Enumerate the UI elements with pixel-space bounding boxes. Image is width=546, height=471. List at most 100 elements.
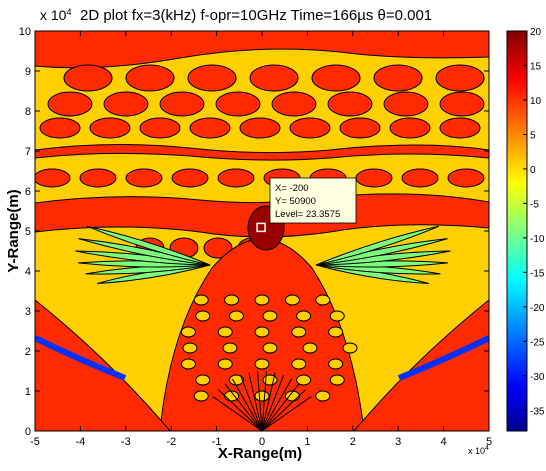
lattice-cell [296,374,312,386]
colorbar-tick-label: -25 [530,337,545,348]
lattice-cell [302,342,318,354]
origin-ray [248,372,263,431]
lattice-cell [329,374,345,386]
origin-ray [261,389,306,431]
datatip-marker[interactable] [256,222,266,233]
origin-ray [261,378,293,431]
datatip-box [269,177,357,224]
x-tick-label: -5 [30,436,40,448]
colorbar-tick-label: 20 [530,27,542,38]
lattice-cell [180,326,196,338]
red-blob [401,168,439,188]
red-blob [103,91,149,117]
y-tick-label: 9 [25,66,31,78]
inner-lattice [180,294,358,402]
origin-ray [261,372,276,431]
colorbar-tick-label: 5 [530,130,536,141]
y-tick-label: 8 [25,106,31,118]
colorbar-ticks: 20 15 10 5 0 -5 -10 -15 -20 -25 -30 -35 [523,27,545,417]
red-blob [187,64,237,92]
lattice-cell [228,310,244,322]
red-blob [125,168,163,188]
datatip[interactable]: X= -200 Y= 50900 Level= 23.3575 [256,177,357,233]
origin-rays [212,371,312,431]
origin-ray [261,383,300,431]
red-blob [439,91,485,117]
red-blob [159,91,205,117]
red-blob [271,91,317,117]
lattice-cell [224,294,240,306]
x-tick-label: -2 [166,436,176,448]
red-blob [339,117,381,139]
red-blob [217,168,255,188]
lattice-cell [217,358,233,370]
origin-ray [218,389,263,431]
x-tick-label: -3 [121,436,131,448]
lattice-cell [328,358,344,370]
lattice-cell [254,294,270,306]
y-tick-label: 3 [25,306,31,318]
chart-title: 2D plot fx=3(kHz) f-opr=10GHz Time=166µs… [80,7,432,24]
colorbar-tick-label: -35 [530,406,545,417]
red-blob [39,117,81,139]
red-blob [125,64,175,92]
red-blob [203,237,233,259]
plot-area [35,31,489,431]
lattice-cell [262,374,278,386]
x-tick-label: 2 [350,436,356,448]
x-tick-label: 0 [259,436,265,448]
origin-ray [261,374,285,431]
origin-ray [257,371,263,431]
datatip-level: Level= 23.3575 [275,209,340,220]
x-tick-label: -1 [212,436,222,448]
lattice-cell [254,358,270,370]
origin-ray [224,383,263,431]
green-lobe [86,225,211,266]
colorbar-tick-label: 15 [530,61,542,72]
lattice-cell [195,310,211,322]
red-blob [447,168,485,188]
red-blob [79,168,117,188]
x-tick-label: 5 [486,436,492,448]
y-tick-label: 7 [25,146,31,158]
red-blob-grid [35,64,485,259]
colorbar-tick-label: -30 [530,372,545,383]
lattice-cell [329,310,345,322]
origin-ray [231,378,263,431]
lattice-cell [284,294,300,306]
red-blob [189,117,231,139]
datatip-y: Y= 50900 [275,196,316,207]
lattice-cell [291,358,307,370]
y-axis-label: Y-Range(m) [5,189,22,272]
lattice-cell [315,294,331,306]
colorbar-tick-label: -5 [530,199,539,210]
red-blob [63,64,113,92]
red-blob [289,117,331,139]
colorbar-tick-label: 0 [530,165,536,176]
x-axis-label: X-Range(m) [218,445,302,462]
red-blob [89,117,131,139]
blue-streak-left [35,335,127,381]
x-exponent: x 104 [468,445,489,456]
red-blob [215,91,261,117]
y-tick-label: 6 [25,186,31,198]
colorbar [506,30,528,432]
red-blob [435,64,485,92]
lattice-cell [342,342,358,354]
y-tick-label: 5 [25,226,31,238]
origin-ray [261,396,312,431]
lattice-cell [217,326,233,338]
y-tick-label: 2 [25,346,31,358]
lattice-cell [315,390,331,402]
green-fan-lobes [35,225,489,381]
blue-streak-right [397,335,489,381]
lattice-cell [291,326,307,338]
colorbar-tick-label: -10 [530,234,545,245]
lattice-cell [262,342,278,354]
lattice-cell [328,326,344,338]
lattice-cell [222,342,238,354]
lattice-cell [195,374,211,386]
x-tick-label: 3 [395,436,401,448]
